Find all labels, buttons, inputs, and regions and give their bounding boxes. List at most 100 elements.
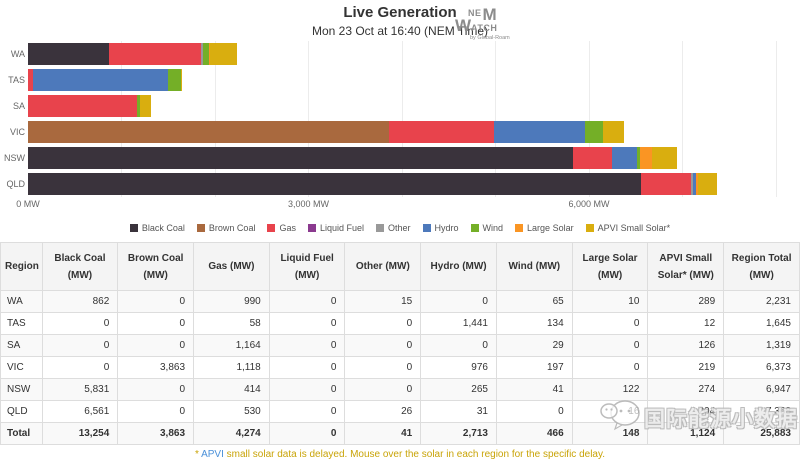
- bar-qld-large-solar[interactable]: [696, 173, 698, 195]
- bar-tas-hydro[interactable]: [33, 69, 169, 91]
- bar-sa-gas[interactable]: [28, 95, 137, 117]
- bar-nsw-hydro[interactable]: [611, 147, 637, 169]
- column-header-liquid-fuel-mw: Liquid Fuel (MW): [268, 242, 346, 291]
- bar-qld-hydro[interactable]: [693, 173, 697, 195]
- cell-apvi-small-solar-mw: 274: [647, 378, 725, 401]
- column-header-brown-coal-mw: Brown Coal (MW): [117, 242, 195, 291]
- bar-nsw-apvi-small-solar[interactable]: [651, 147, 678, 169]
- cell-large-solar-mw: 0: [571, 334, 649, 357]
- bar-qld-black-coal[interactable]: [28, 173, 642, 195]
- bar-wa-wind[interactable]: [202, 43, 209, 65]
- column-header-apvi-small-solar-mw: APVI Small Solar* (MW): [647, 242, 725, 291]
- logo-w: W: [455, 16, 472, 35]
- chart-row-tas: TAS: [0, 67, 800, 93]
- bar-tas-apvi-small-solar[interactable]: [180, 69, 182, 91]
- cell-region: VIC: [0, 356, 43, 379]
- bar-wa-large-solar[interactable]: [208, 43, 210, 65]
- timestamp: Mon 23 Oct at 16:40 (NEM Time): [311, 24, 489, 38]
- cell-other-mw: 26: [344, 400, 422, 423]
- cell-region: NSW: [0, 378, 43, 401]
- bar-qld-apvi-small-solar[interactable]: [697, 173, 717, 195]
- apvi-link[interactable]: APVI: [201, 449, 224, 459]
- bar-tas-gas[interactable]: [28, 69, 34, 91]
- bar-nsw-gas[interactable]: [573, 147, 612, 169]
- cell-wind-mw: 466: [495, 422, 573, 445]
- bar-vic-wind[interactable]: [584, 121, 604, 143]
- column-header-gas-mw: Gas (MW): [193, 242, 270, 291]
- bar-tas-wind[interactable]: [168, 69, 181, 91]
- cell-other-mw: 0: [344, 356, 422, 379]
- bar-nsw-wind[interactable]: [636, 147, 641, 169]
- cell-brown-coal-mw: 0: [117, 400, 195, 423]
- bar-vic-hydro[interactable]: [493, 121, 585, 143]
- cell-black-coal-mw: 0: [41, 312, 119, 335]
- bar-sa-apvi-small-solar[interactable]: [139, 95, 152, 117]
- legend-label-liquid-fuel: Liquid Fuel: [319, 223, 364, 233]
- gridline: [775, 41, 777, 197]
- cell-region-total-mw: 6,947: [723, 378, 800, 401]
- cell-other-mw: 15: [344, 290, 422, 313]
- bar-wa-gas[interactable]: [108, 43, 202, 65]
- column-header-region: Region: [0, 242, 43, 291]
- cell-brown-coal-mw: 0: [117, 378, 195, 401]
- cell-region-total-mw: 7,368: [723, 400, 800, 423]
- page-title: Live Generation: [343, 4, 457, 21]
- table-row-total: Total 13,254 3,863 4,274 0 41 2,713 466 148 1,124…: [0, 422, 800, 445]
- cell-other-mw: 0: [344, 378, 422, 401]
- bar-wa-other[interactable]: [201, 43, 203, 65]
- legend-item-black-coal[interactable]: Black Coal: [129, 221, 185, 235]
- bar-qld-gas[interactable]: [641, 173, 691, 195]
- cell-brown-coal-mw: 0: [117, 334, 195, 357]
- bar-qld-other[interactable]: [690, 173, 694, 195]
- bar-vic-brown-coal[interactable]: [28, 121, 390, 143]
- cell-apvi-small-solar-mw: 204: [647, 400, 725, 423]
- legend-item-liquid-fuel[interactable]: Liquid Fuel: [307, 221, 364, 235]
- bar-wa-apvi-small-solar[interactable]: [209, 43, 237, 65]
- cell-black-coal-mw: 862: [41, 290, 119, 313]
- bar-vic-gas[interactable]: [389, 121, 494, 143]
- cell-region: WA: [0, 290, 43, 313]
- column-header-other-mw: Other (MW): [344, 242, 422, 291]
- cell-gas-mw: 1,164: [193, 334, 270, 357]
- legend-item-hydro[interactable]: Hydro: [422, 221, 459, 235]
- bar-sa-wind[interactable]: [136, 95, 140, 117]
- logo-m: M: [482, 5, 498, 24]
- legend-item-large-solar[interactable]: Large Solar: [515, 221, 574, 235]
- generation-table: Region Black Coal (MW) Brown Coal (MW) Gas …: [0, 242, 800, 445]
- bar-wa-black-coal[interactable]: [28, 43, 109, 65]
- bar-nsw-large-solar[interactable]: [640, 147, 652, 169]
- cell-other-mw: 41: [344, 422, 422, 445]
- cell-large-solar-mw: 0: [571, 312, 649, 335]
- legend-item-other[interactable]: Other: [376, 221, 411, 235]
- chart-plot: WA TAS SA VIC NSW QLD: [0, 41, 800, 197]
- nemwatch-logo: NEM WATCH by Global-Roam: [455, 6, 525, 42]
- legend-swatch-apvi-small-solar: [585, 224, 594, 232]
- chart-gridlines: [28, 41, 790, 197]
- cell-region-total-mw: 1,645: [723, 312, 800, 335]
- legend-item-brown-coal[interactable]: Brown Coal: [196, 221, 256, 235]
- footnote-text: small solar data is delayed. Mouse over …: [223, 449, 606, 459]
- legend-label-brown-coal: Brown Coal: [208, 223, 256, 233]
- chart-legend: Black Coal Brown Coal Gas Liquid Fuel Other H…: [0, 221, 800, 235]
- logo-ne: NE: [468, 8, 482, 18]
- legend-label-gas: Gas: [279, 223, 296, 233]
- cell-brown-coal-mw: 0: [117, 290, 195, 313]
- cell-region: QLD: [0, 400, 43, 423]
- bar-track-qld: [28, 173, 790, 195]
- cell-liquid-fuel-mw: 0: [268, 378, 346, 401]
- cell-other-mw: 0: [344, 334, 422, 357]
- legend-item-apvi-small-solar[interactable]: APVI Small Solar*: [585, 221, 671, 235]
- legend-label-large-solar: Large Solar: [527, 223, 574, 233]
- legend-item-gas[interactable]: Gas: [267, 221, 296, 235]
- x-tick-0: 0 MW: [16, 199, 40, 209]
- generation-chart: WA TAS SA VIC NSW QLD 0 MW 3,000 MW 6,000 MW: [0, 41, 800, 217]
- legend-item-wind[interactable]: Wind: [470, 221, 503, 235]
- bar-nsw-black-coal[interactable]: [28, 147, 574, 169]
- bar-vic-apvi-small-solar[interactable]: [603, 121, 624, 143]
- column-header-large-solar-mw: Large Solar (MW): [571, 242, 649, 291]
- row-label-sa: SA: [12, 101, 25, 111]
- cell-apvi-small-solar-mw: 12: [647, 312, 725, 335]
- legend-label-apvi-small-solar: APVI Small Solar*: [597, 223, 671, 233]
- cell-region: TAS: [0, 312, 43, 335]
